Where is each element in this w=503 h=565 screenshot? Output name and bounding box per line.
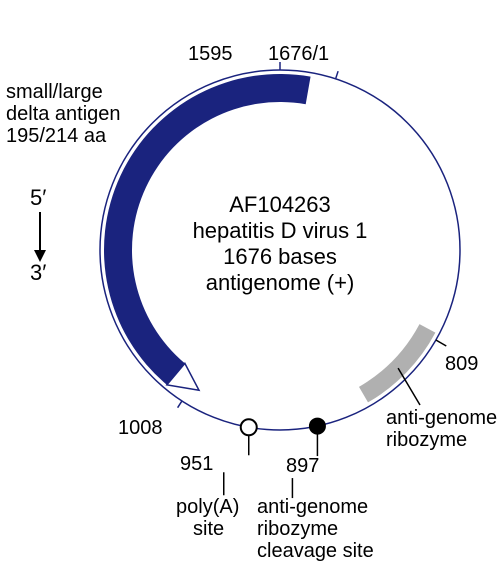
five-prime: 5′ [30, 185, 46, 211]
tick-antigen-end: 1008 [118, 416, 163, 440]
cleavage-label-2: ribozyme [257, 517, 338, 541]
center-length: 1676 bases [200, 244, 360, 270]
cleavage-label-1: anti-genome [257, 495, 368, 519]
antigen-label-3: 195/214 aa [6, 124, 106, 148]
antigen-label-2: delta antigen [6, 102, 121, 126]
tick-antigen-start: 1595 [188, 42, 233, 66]
polyA-label-2: site [193, 517, 224, 541]
tick-ribozyme-end: 809 [445, 352, 478, 376]
center-virus: hepatitis D virus 1 [180, 218, 380, 244]
tick-origin: 1676/1 [268, 42, 329, 66]
tick-polyA: 951 [180, 452, 213, 476]
center-strand: antigenome (+) [190, 270, 370, 296]
ribozyme-label-2: ribozyme [386, 428, 467, 452]
cleavage-label-3: cleavage site [257, 539, 374, 563]
antigen-label-1: small/large [6, 80, 103, 104]
three-prime: 3′ [30, 260, 46, 286]
plasmid-map: AF104263 hepatitis D virus 1 1676 bases … [0, 0, 503, 565]
ribozyme-label-1: anti-genome [386, 406, 497, 430]
tick-cleavage: 897 [286, 454, 319, 478]
center-accession: AF104263 [210, 192, 350, 218]
polyA-label-1: poly(A) [176, 495, 239, 519]
